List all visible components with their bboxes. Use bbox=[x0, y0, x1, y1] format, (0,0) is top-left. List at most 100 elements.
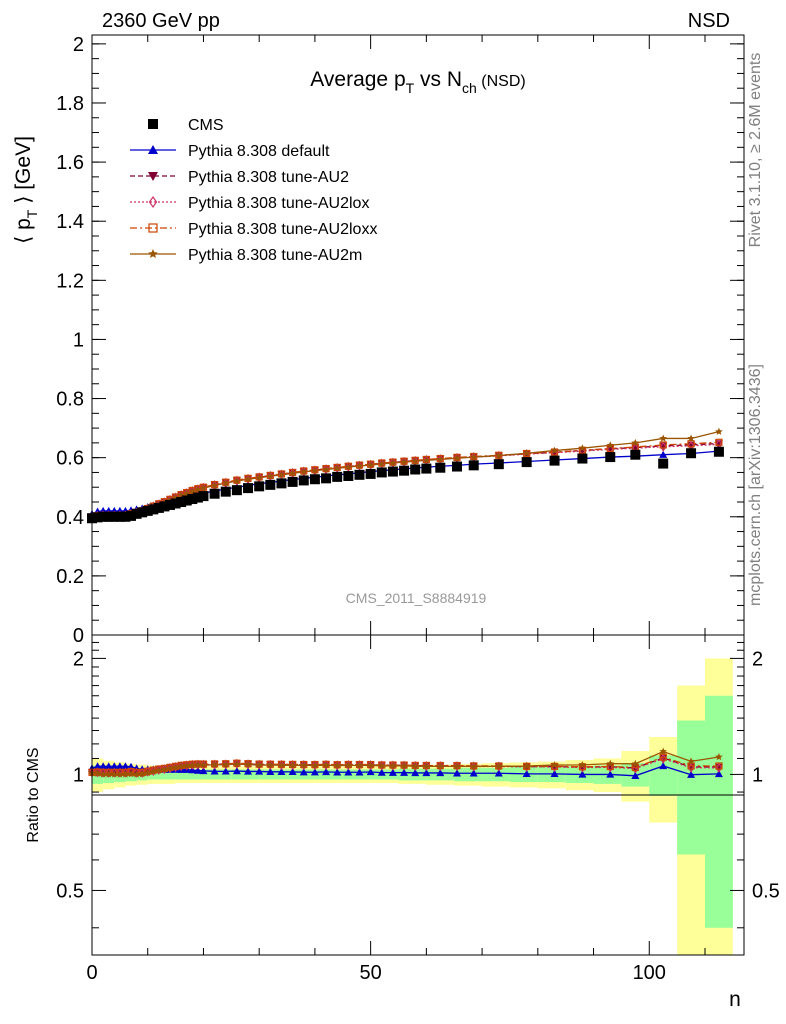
ratio-data-point bbox=[687, 757, 695, 765]
data-point bbox=[311, 466, 319, 474]
ratio-data-point bbox=[495, 762, 503, 770]
stat-uncertainty-band bbox=[537, 767, 566, 783]
data-point bbox=[322, 464, 330, 475]
main-data-series bbox=[87, 427, 724, 524]
ratio-data-point bbox=[344, 759, 352, 771]
ratio-data-point bbox=[606, 759, 615, 767]
stat-uncertainty-band bbox=[175, 769, 204, 780]
ratio-data-point bbox=[494, 769, 503, 777]
ratio-data-point bbox=[99, 770, 107, 778]
ratio-y-tick-label: 2 bbox=[73, 648, 84, 670]
ratio-data-point bbox=[233, 758, 241, 769]
cms-data-point bbox=[265, 479, 276, 490]
y-tick-label: 0.6 bbox=[56, 448, 84, 470]
ratio-data-point bbox=[121, 770, 130, 778]
data-point bbox=[436, 455, 445, 463]
ratio-data-point bbox=[400, 760, 408, 771]
ratio-y-axis-label: Ratio to CMS bbox=[25, 747, 42, 842]
ratio-data-point bbox=[255, 761, 263, 769]
ratio-data-point bbox=[133, 767, 141, 778]
legend-label: Pythia 8.308 tune-AU2lox bbox=[188, 195, 369, 212]
ratio-data-point bbox=[322, 759, 330, 770]
legend-label: Pythia 8.308 default bbox=[188, 143, 330, 160]
data-point bbox=[233, 475, 241, 486]
ratio-axis-ticks: 0 50 100 0.5 0.5 1 1 2 2 bbox=[56, 635, 780, 984]
ratio-data-point bbox=[199, 766, 208, 775]
cms-data-point bbox=[658, 458, 669, 469]
ratio-data-point bbox=[659, 761, 668, 770]
ratio-y-tick-label-right: 1 bbox=[752, 764, 763, 786]
ratio-data-point bbox=[99, 767, 107, 778]
legend-label: Pythia 8.308 tune-AU2 bbox=[188, 169, 349, 186]
ratio-data-point bbox=[436, 761, 444, 772]
ratio-data-point bbox=[266, 759, 274, 770]
ratio-data-point bbox=[255, 767, 264, 775]
stat-uncertainty-band bbox=[509, 767, 538, 783]
ratio-data-point bbox=[659, 753, 667, 761]
data-point bbox=[422, 456, 431, 464]
ratio-data-point bbox=[310, 768, 319, 776]
x-tick-label: 100 bbox=[633, 962, 666, 984]
ratio-data-point bbox=[355, 768, 364, 776]
cms-data-point bbox=[577, 453, 588, 464]
ratio-data-point bbox=[311, 761, 319, 769]
ratio-data-point bbox=[210, 760, 219, 769]
y-axis-label: ⟨ pT ⟩ [GeV] bbox=[12, 136, 40, 244]
ratio-data-point bbox=[144, 766, 152, 777]
y-tick-label: 0.2 bbox=[56, 566, 84, 588]
ratio-data-point bbox=[469, 762, 478, 770]
ratio-data-point bbox=[355, 761, 364, 769]
stat-uncertainty-band bbox=[677, 720, 705, 855]
ratio-data-point bbox=[715, 762, 723, 770]
ratio-data-point bbox=[244, 760, 252, 768]
data-point bbox=[659, 442, 668, 450]
rivet-version-label: Rivet 3.1.10, ≥ 2.6M events bbox=[747, 53, 764, 248]
data-point bbox=[221, 479, 230, 487]
stat-uncertainty-band bbox=[704, 695, 733, 928]
ratio-data-point bbox=[116, 767, 124, 778]
process-label: NSD bbox=[688, 10, 730, 32]
cms-data-point bbox=[243, 483, 254, 494]
y-tick-label: 1.8 bbox=[56, 93, 84, 115]
data-point bbox=[522, 449, 531, 457]
ratio-data-point bbox=[127, 770, 135, 778]
ratio-data-point bbox=[378, 760, 386, 771]
ratio-data-point bbox=[422, 762, 431, 770]
cms-data-point bbox=[198, 491, 209, 502]
ratio-data-point bbox=[299, 768, 308, 776]
data-point bbox=[377, 459, 386, 468]
data-point bbox=[266, 472, 275, 480]
cms-data-point bbox=[254, 481, 265, 492]
ratio-data-point bbox=[550, 761, 559, 769]
cms-data-point bbox=[399, 465, 410, 476]
legend-marker bbox=[148, 145, 158, 154]
stat-uncertainty-band bbox=[454, 767, 483, 782]
data-point bbox=[244, 475, 252, 483]
ratio-data-point bbox=[344, 768, 353, 776]
ratio-data-point bbox=[183, 760, 191, 771]
data-point bbox=[322, 465, 330, 473]
ratio-data-point bbox=[659, 747, 667, 755]
data-point bbox=[299, 467, 308, 476]
ratio-data-point bbox=[93, 762, 102, 770]
ratio-data-point bbox=[453, 769, 462, 777]
data-point bbox=[244, 473, 252, 484]
ratio-data-point bbox=[110, 762, 119, 770]
cms-data-point bbox=[165, 499, 176, 510]
data-point bbox=[344, 463, 353, 471]
x-axis-label: n bbox=[729, 988, 741, 1011]
data-point bbox=[469, 453, 478, 461]
data-point bbox=[606, 441, 615, 449]
ratio-data-point bbox=[266, 761, 275, 769]
data-point bbox=[631, 438, 640, 447]
ratio-data-point bbox=[422, 760, 430, 772]
ratio-data-point bbox=[160, 765, 169, 773]
ratio-data-point bbox=[138, 770, 146, 778]
ratio-data-point bbox=[631, 771, 640, 779]
cms-data-point bbox=[493, 459, 504, 470]
ratio-data-point bbox=[631, 759, 640, 768]
ratio-uncertainty-bands bbox=[92, 658, 733, 955]
ratio-data-point bbox=[469, 769, 478, 777]
ratio-data-point bbox=[110, 770, 119, 778]
